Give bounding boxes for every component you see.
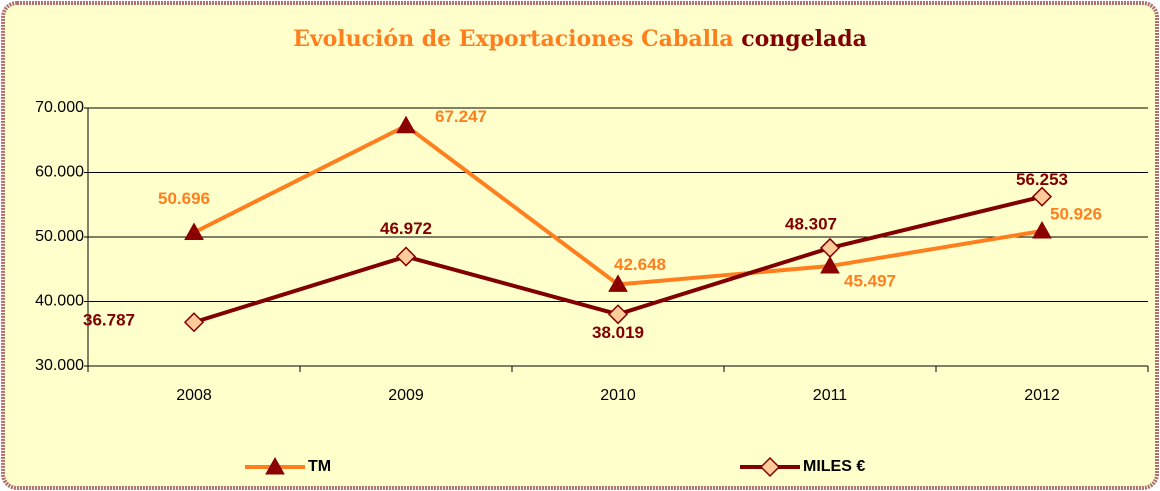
x-tick-label: 2009 <box>388 387 424 404</box>
y-tick-label: 30.000 <box>35 357 84 374</box>
data-label: 38.019 <box>592 323 644 342</box>
marker <box>1032 221 1052 239</box>
x-tick-label: 2011 <box>813 387 848 404</box>
x-tick-label: 2010 <box>600 387 636 404</box>
marker <box>1031 186 1053 207</box>
y-tick-label: 60.000 <box>35 164 84 181</box>
marker <box>607 304 629 325</box>
title-part: congelada <box>741 26 867 52</box>
x-tick-label: 2012 <box>1024 387 1060 404</box>
data-label: 36.787 <box>83 311 135 330</box>
marker <box>820 256 840 274</box>
data-label: 46.972 <box>380 219 432 238</box>
marker <box>759 456 781 478</box>
data-label: 48.307 <box>785 214 837 233</box>
data-label: 67.247 <box>435 107 487 126</box>
legend-label: MILES € <box>803 458 865 475</box>
marker <box>265 456 285 475</box>
data-label: 50.926 <box>1050 205 1102 224</box>
title-part: Evolución de Exportaciones Caballa <box>293 26 733 52</box>
marker <box>183 312 205 333</box>
marker <box>819 237 841 258</box>
marker <box>396 115 416 134</box>
y-tick-label: 70.000 <box>35 99 84 116</box>
legend-label: TM <box>308 458 331 475</box>
y-tick-label: 40.000 <box>35 293 84 310</box>
marker <box>608 274 628 292</box>
data-label: 50.696 <box>158 189 210 208</box>
x-tick-label: 2008 <box>176 387 212 404</box>
chart-title: Evolución de Exportaciones Caballa conge… <box>293 26 867 52</box>
data-label: 45.497 <box>844 272 896 291</box>
marker <box>395 246 417 267</box>
data-label: 42.648 <box>614 255 666 274</box>
marker <box>184 222 204 241</box>
data-label: 56.253 <box>1016 170 1068 189</box>
y-tick-label: 50.000 <box>35 228 84 245</box>
